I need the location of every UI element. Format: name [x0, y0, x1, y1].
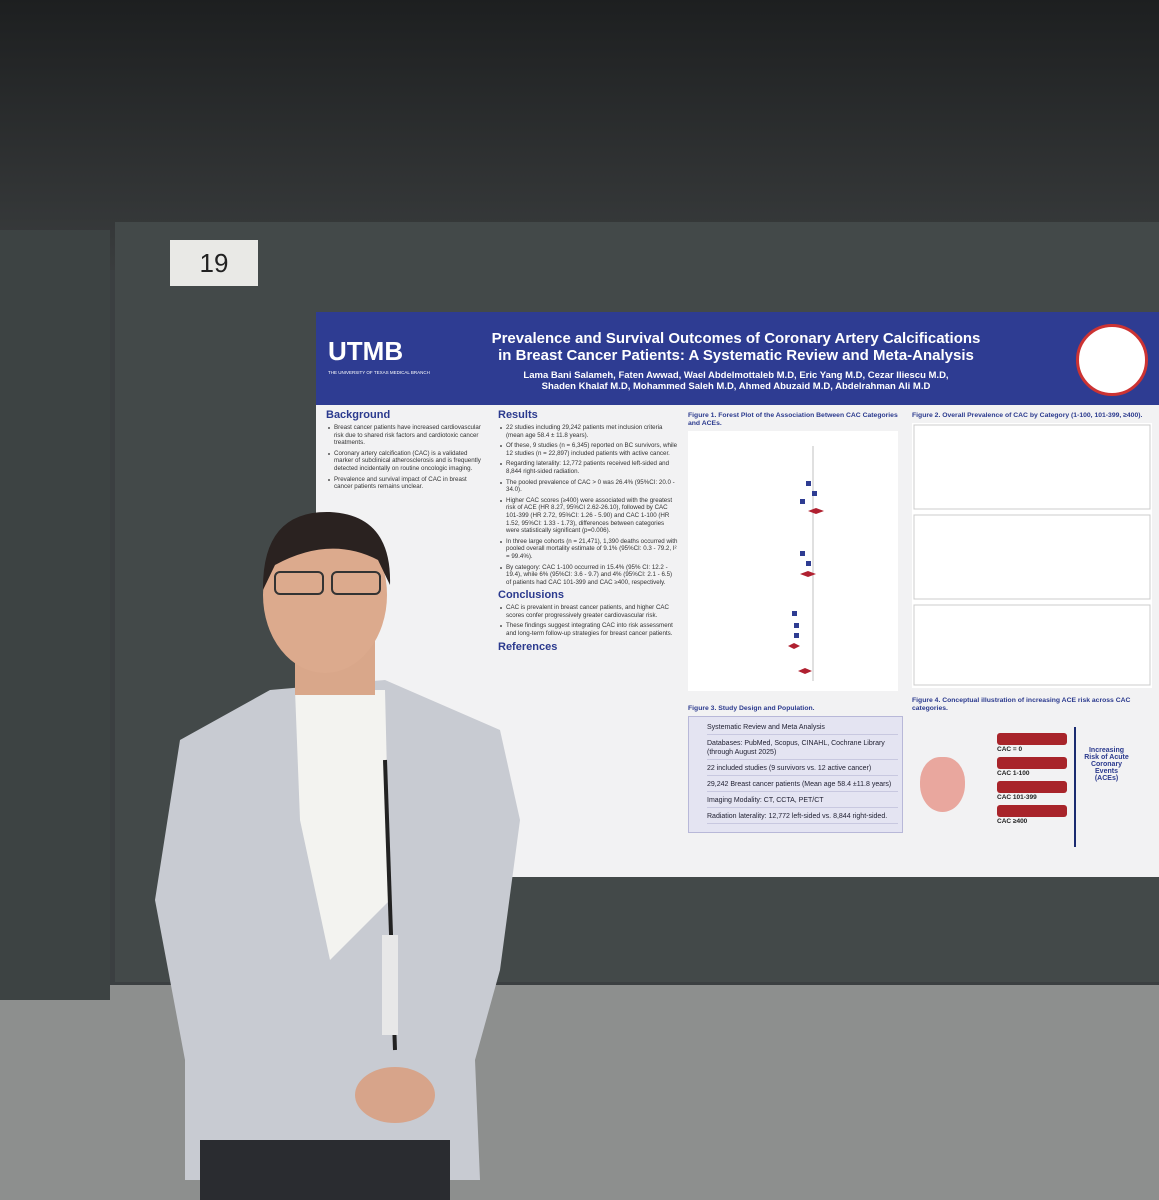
bullet: Regarding laterality: 12,772 patients re… — [500, 460, 678, 475]
design-item: 22 included studies (9 survivors vs. 12 … — [707, 764, 898, 776]
bullet: CAC is prevalent in breast cancer patien… — [500, 604, 678, 619]
figure4: Figure 4. Conceptual illustration of inc… — [912, 697, 1152, 872]
section-heading: Results — [498, 409, 538, 421]
prevalence-plots — [912, 423, 1152, 688]
title-line: Prevalence and Survival Outcomes of Coro… — [491, 330, 981, 347]
author-line: Lama Bani Salameh, Faten Awwad, Wael Abd… — [523, 370, 949, 381]
artery — [997, 781, 1067, 793]
authors: Lama Bani Salameh, Faten Awwad, Wael Abd… — [436, 370, 1036, 392]
emblem — [1076, 324, 1148, 396]
design-box: Systematic Review and Meta Analysis Datab… — [688, 716, 903, 833]
artery — [997, 757, 1067, 769]
logo-subtitle: THE UNIVERSITY OF TEXAS MEDICAL BRANCH — [328, 370, 430, 375]
bullet: In three large cohorts (n = 21,471), 1,3… — [500, 537, 678, 560]
bullet: Prevalence and survival impact of CAC in… — [328, 476, 486, 491]
figure1: Figure 1. Forest Plot of the Association… — [688, 412, 903, 696]
artery-label: CAC ≥400 — [997, 818, 1028, 825]
design-item: 29,242 Breast cancer patients (Mean age … — [707, 780, 898, 792]
logo: UTMB — [328, 336, 404, 366]
arrow-text: Increasing Risk of Acute Coronary Events… — [1084, 747, 1129, 782]
bullet-list: CAC is prevalent in breast cancer patien… — [498, 604, 678, 637]
artery-labels: CAC = 0 CAC 1-100 CAC 101-399 CAC ≥400 — [997, 729, 1077, 825]
figure-caption: Figure 1. Forest Plot of the Association… — [688, 412, 898, 427]
design-item: Imaging Modality: CT, CCTA, PET/CT — [707, 796, 898, 808]
design-item: Systematic Review and Meta Analysis — [707, 723, 898, 735]
bullet: Coronary artery calcification (CAC) is a… — [328, 450, 486, 473]
bullet: By category: CAC 1-100 occurred in 15.4%… — [500, 564, 678, 587]
bullet: The pooled prevalence of CAC > 0 was 26.… — [500, 479, 678, 494]
board-left — [0, 230, 110, 1000]
design-item: Databases: PubMed, Scopus, CINAHL, Cochr… — [707, 739, 898, 760]
artery-label: CAC 101-399 — [997, 794, 1037, 801]
figure-caption: Figure 3. Study Design and Population. — [688, 705, 815, 712]
risk-arrow — [1074, 727, 1076, 847]
design-item: Radiation laterality: 12,772 left-sided … — [707, 812, 898, 824]
figure-caption: Figure 2. Overall Prevalence of CAC by C… — [912, 412, 1143, 419]
bullet-list: Breast cancer patients have increased ca… — [326, 424, 486, 491]
artery — [997, 733, 1067, 745]
background-column: Background Breast cancer patients have i… — [326, 407, 486, 494]
title: Prevalence and Survival Outcomes of Coro… — [436, 330, 1036, 364]
bullet: Breast cancer patients have increased ca… — [328, 424, 486, 447]
figure-caption: Figure 4. Conceptual illustration of inc… — [912, 697, 1131, 712]
heart — [920, 757, 965, 812]
artery-label: CAC 1-100 — [997, 770, 1030, 777]
results-column: Results 22 studies including 29,242 pati… — [498, 407, 678, 656]
bullet: Higher CAC scores (≥400) were associated… — [500, 497, 678, 535]
bullet: These findings suggest integrating CAC i… — [500, 622, 678, 637]
figure2: Figure 2. Overall Prevalence of CAC by C… — [912, 412, 1152, 693]
section-heading: Background — [326, 409, 391, 421]
bullet-list: 22 studies including 29,242 patients met… — [498, 424, 678, 586]
bullet: 22 studies including 29,242 patients met… — [500, 424, 678, 439]
section-heading: References — [498, 640, 558, 653]
board-number-card: 19 — [170, 240, 258, 286]
artery-label: CAC = 0 — [997, 746, 1023, 753]
section-heading: Conclusions — [498, 589, 565, 602]
poster-header: UTMB THE UNIVERSITY OF TEXAS MEDICAL BRA… — [316, 312, 1159, 405]
forest-plot — [688, 431, 898, 691]
figure3: Figure 3. Study Design and Population. S… — [688, 705, 903, 833]
artery — [997, 805, 1067, 817]
bullet: Of these, 9 studies (n = 6,345) reported… — [500, 442, 678, 457]
author-line: Shaden Khalaf M.D, Mohammed Saleh M.D, A… — [541, 381, 931, 392]
title-line: in Breast Cancer Patients: A Systematic … — [498, 347, 974, 364]
